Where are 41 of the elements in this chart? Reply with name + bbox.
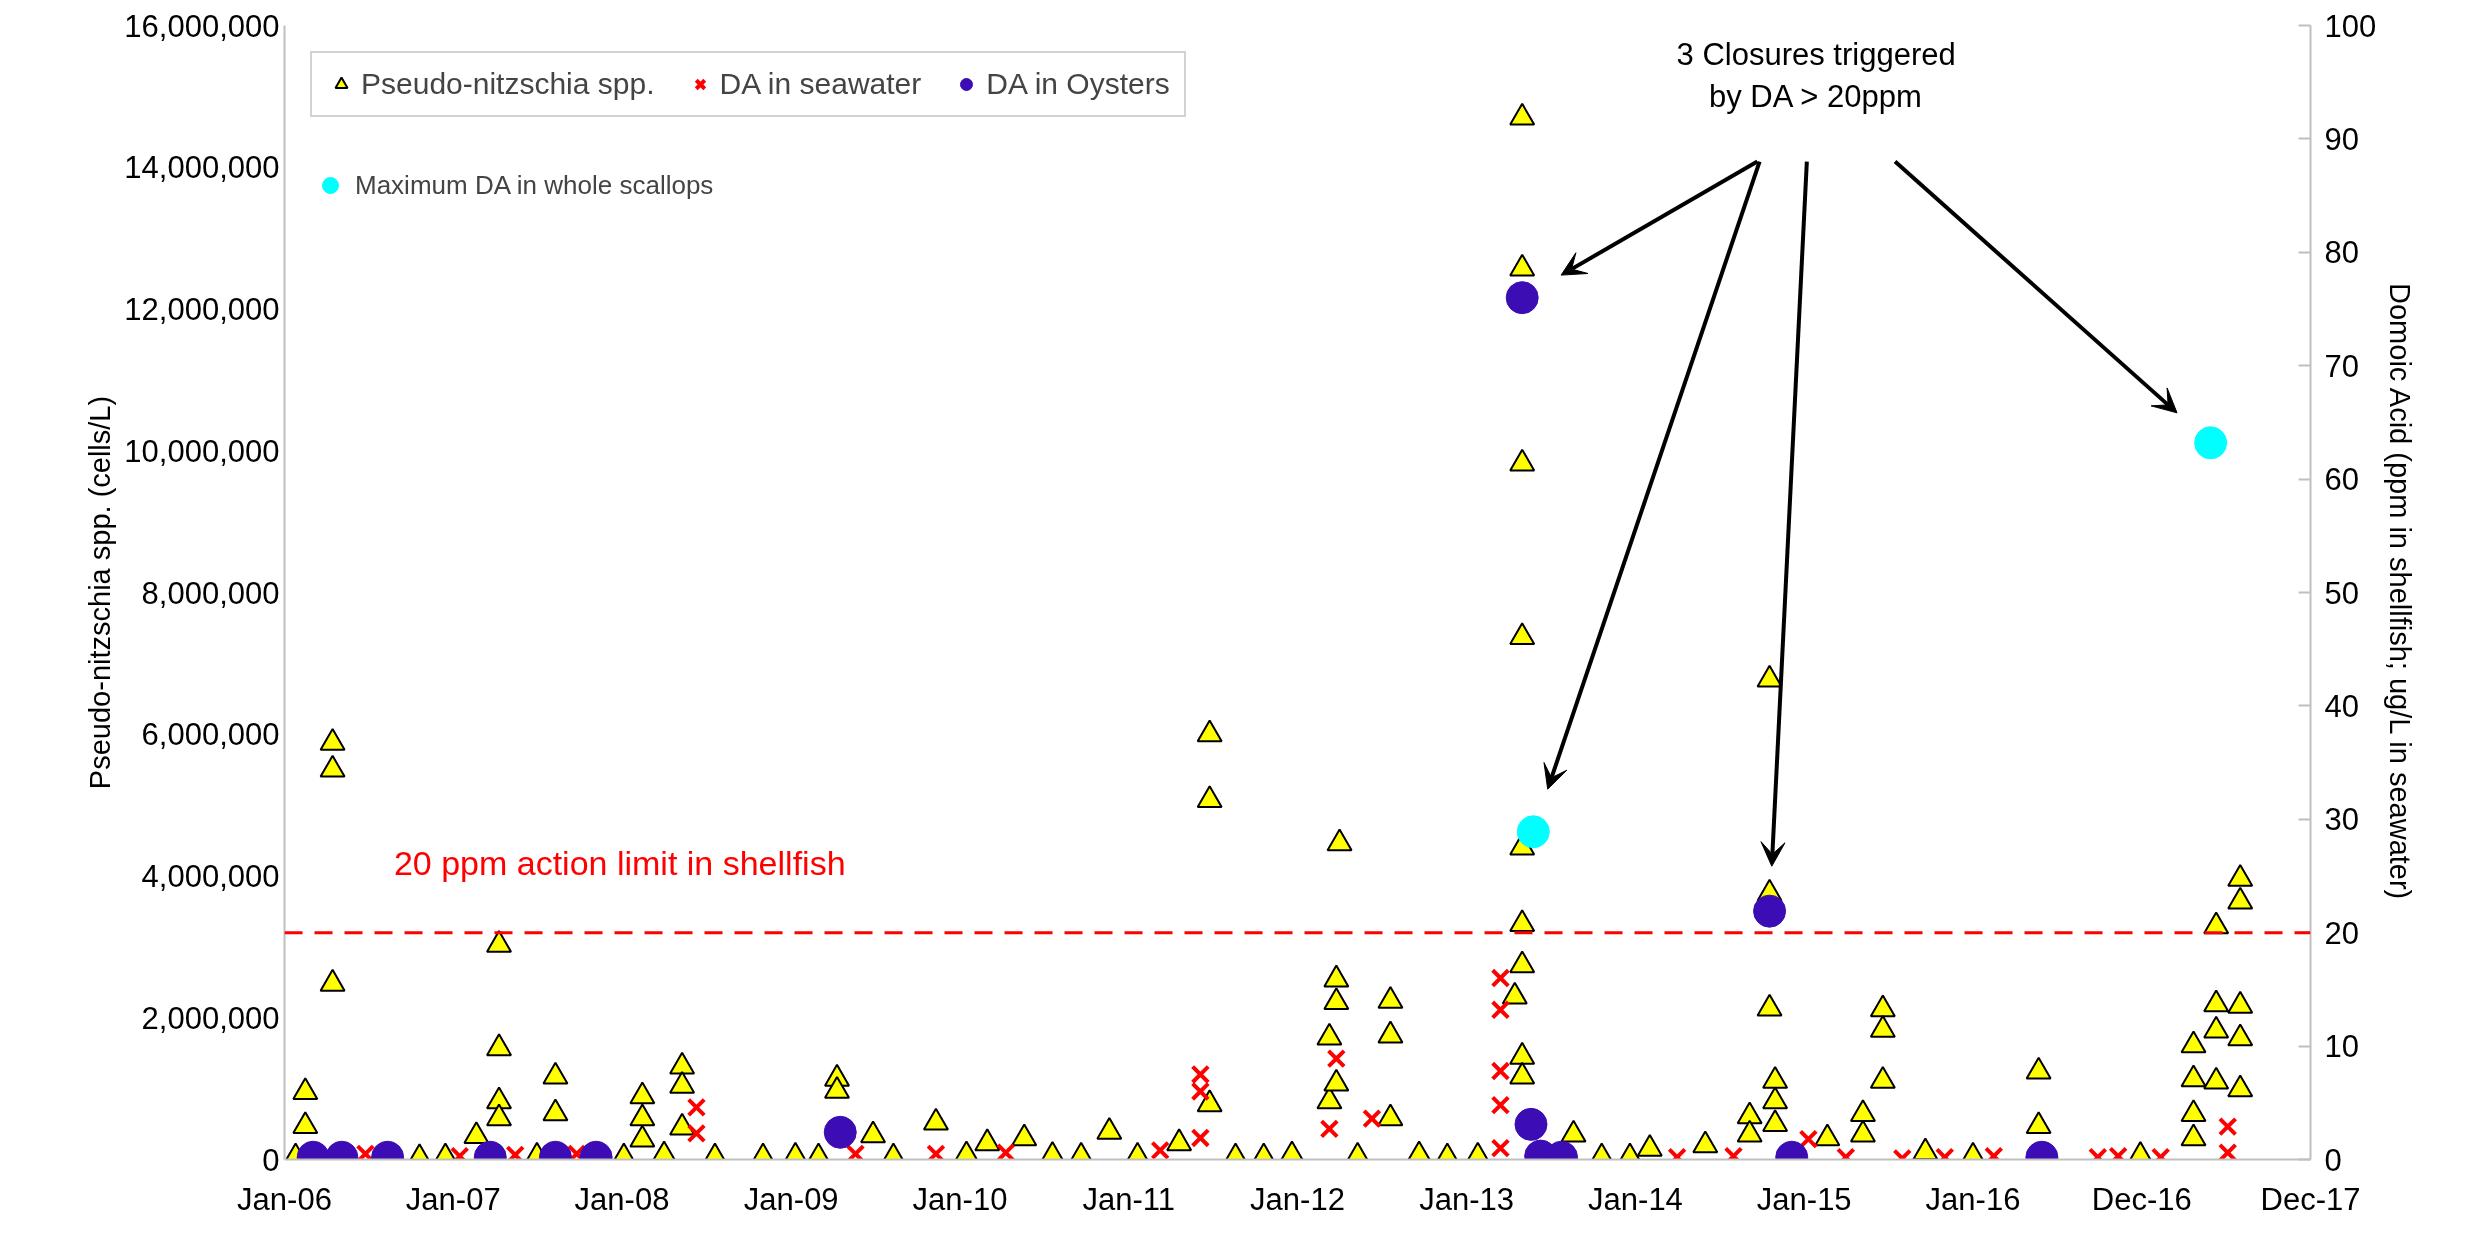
annotation: 3 Closures triggered by DA > 20ppm — [1676, 36, 1956, 114]
y2-tick-label: 30 — [2324, 802, 2359, 838]
x-tick-label: Jan-08 — [574, 1181, 670, 1217]
y2-tick-label: 50 — [2324, 575, 2359, 611]
y2-tick-label: 60 — [2324, 462, 2359, 498]
x-tick-label: Jan-09 — [743, 1181, 839, 1217]
y2-axis-title: Domoic Acid (ppm in shellfish; ug/L in seawater) — [2384, 283, 2417, 900]
x-tick-label: Jan-16 — [1925, 1181, 2021, 1217]
y-tick-label: 8,000,000 — [141, 575, 280, 611]
x-tick-label: Jan-15 — [1756, 1181, 1852, 1217]
y2-tick-label: 100 — [2324, 8, 2377, 44]
y-tick-label: 2,000,000 — [141, 1000, 280, 1036]
x-tick-label: Jan-06 — [237, 1181, 332, 1217]
ref-line-label: 20 ppm action limit in shellfish — [393, 843, 846, 882]
y-axis-title: Pseudo-nitzschia spp. (cells/L) — [84, 395, 117, 790]
x-tick-label: Jan-14 — [1588, 1181, 1683, 1217]
y-tick-label: 6,000,000 — [141, 717, 280, 753]
y-tick-label: 10,000,000 — [124, 433, 280, 469]
y-tick-label: 0 — [262, 1142, 280, 1178]
legend-label: DA in Oysters — [986, 67, 1170, 101]
y2-tick-label: 10 — [2324, 1029, 2359, 1065]
y2-tick-label: 20 — [2324, 915, 2359, 951]
x-tick-label: Jan-12 — [1250, 1181, 1345, 1217]
y2-tick-label: 80 — [2324, 235, 2359, 271]
y-tick-label: 16,000,000 — [124, 8, 280, 44]
y2-tick-label: 70 — [2324, 348, 2359, 384]
x-tick-label: Jan-07 — [405, 1181, 501, 1217]
x-tick-label: Jan-13 — [1419, 1181, 1515, 1217]
x-tick-label: Dec-17 — [2260, 1181, 2361, 1217]
x-tick-label: Jan-10 — [912, 1181, 1008, 1217]
y2-tick-label: 40 — [2324, 688, 2359, 724]
y-tick-label: 14,000,000 — [124, 150, 280, 186]
x-tick-label: Dec-16 — [2091, 1181, 2192, 1217]
y-tick-label: 4,000,000 — [141, 859, 280, 894]
y-tick-label: 12,000,000 — [124, 292, 280, 327]
legend-label: Pseudo-nitzschia spp. — [361, 67, 655, 101]
y2-tick-label: 90 — [2324, 121, 2359, 157]
x-tick-label: Jan-11 — [1082, 1181, 1175, 1217]
legend-label: DA in seawater — [719, 67, 922, 101]
y2-tick-label: 0 — [2324, 1142, 2342, 1178]
legend-label: Maximum DA in whole scallops — [355, 169, 714, 201]
